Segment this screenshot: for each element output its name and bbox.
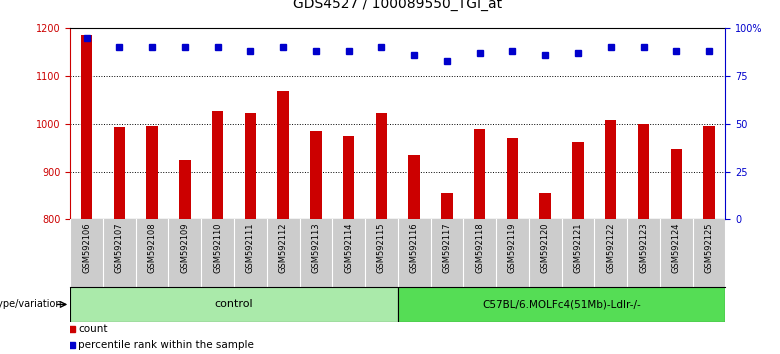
Text: C57BL/6.MOLFc4(51Mb)-Ldlr-/-: C57BL/6.MOLFc4(51Mb)-Ldlr-/- [482,299,641,309]
Bar [638,124,649,219]
Bar [671,149,682,219]
Text: GSM592115: GSM592115 [377,223,386,273]
Text: genotype/variation: genotype/variation [0,299,62,309]
Text: GSM592118: GSM592118 [475,223,484,274]
Text: GSM592106: GSM592106 [82,223,91,274]
Bar [70,287,398,322]
Bar [179,160,190,219]
Text: GSM592124: GSM592124 [672,223,681,273]
Text: control: control [215,299,254,309]
Text: GSM592116: GSM592116 [410,223,419,274]
Text: GSM592108: GSM592108 [147,223,157,274]
Text: count: count [78,324,108,334]
Bar [573,142,583,219]
Text: GSM592125: GSM592125 [704,223,714,273]
Bar [441,193,452,219]
Text: GSM592113: GSM592113 [311,223,321,274]
Bar [245,113,256,219]
Text: GSM592112: GSM592112 [278,223,288,273]
Bar [147,126,158,219]
Text: GSM592114: GSM592114 [344,223,353,273]
Text: GSM592107: GSM592107 [115,223,124,274]
Bar [212,110,223,219]
Text: GSM592109: GSM592109 [180,223,190,273]
Bar [81,35,92,219]
Bar [310,131,321,219]
Bar [409,155,420,219]
Bar [398,287,725,322]
Text: GSM592123: GSM592123 [639,223,648,274]
Bar [507,138,518,219]
Text: percentile rank within the sample: percentile rank within the sample [78,340,254,350]
Text: GSM592119: GSM592119 [508,223,517,273]
Text: GSM592122: GSM592122 [606,223,615,273]
Bar [343,136,354,219]
Text: GSM592120: GSM592120 [541,223,550,273]
Bar [605,120,616,219]
Bar [114,127,125,219]
Bar [540,193,551,219]
Bar [278,91,289,219]
Text: GSM592121: GSM592121 [573,223,583,273]
Bar [376,113,387,219]
Text: GSM592111: GSM592111 [246,223,255,273]
Text: GDS4527 / 100089550_TGI_at: GDS4527 / 100089550_TGI_at [293,0,502,11]
Text: GSM592110: GSM592110 [213,223,222,273]
Text: GSM592117: GSM592117 [442,223,452,274]
Bar [704,126,714,219]
Bar [474,129,485,219]
